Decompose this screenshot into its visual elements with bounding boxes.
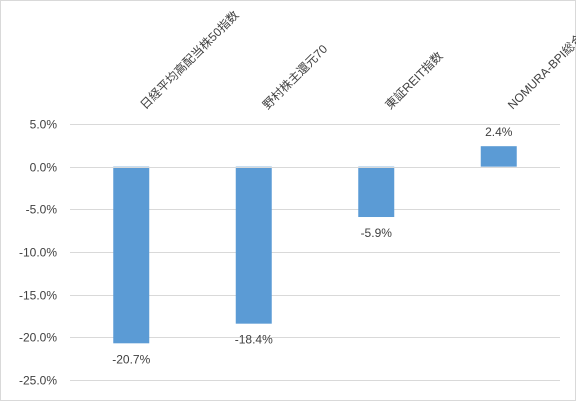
data-labels: -20.7% -18.4% -5.9% 2.4%	[112, 125, 513, 366]
category-label: 野村株主還元70	[259, 41, 330, 112]
y-tick-label: -20.0%	[19, 331, 57, 345]
y-tick-label: -10.0%	[19, 246, 57, 260]
data-label: 2.4%	[485, 125, 513, 139]
y-tick-label: -5.0%	[26, 203, 58, 217]
y-tick-label: 5.0%	[30, 118, 58, 132]
category-label: 東証REIT指数	[382, 48, 446, 112]
y-axis-ticks: 5.0% 0.0% -5.0% -10.0% -15.0% -20.0% -25.0%	[19, 118, 57, 388]
data-label: -18.4%	[235, 333, 273, 347]
data-label: -20.7%	[112, 352, 150, 366]
gridlines	[70, 124, 560, 381]
y-tick-label: -15.0%	[19, 289, 57, 303]
bars	[113, 146, 517, 344]
y-tick-label: -25.0%	[19, 374, 57, 388]
bar	[480, 146, 517, 167]
bar	[358, 166, 395, 218]
category-labels: 日経平均高配当株50指数 野村株主還元70 東証REIT指数 NOMURA-BPI総合	[137, 7, 576, 112]
bar	[235, 166, 272, 324]
data-label: -5.9%	[361, 226, 393, 240]
bar	[113, 166, 150, 344]
y-tick-label: 0.0%	[30, 161, 58, 175]
category-label: NOMURA-BPI総合	[504, 30, 576, 112]
category-label: 日経平均高配当株50指数	[137, 7, 242, 112]
